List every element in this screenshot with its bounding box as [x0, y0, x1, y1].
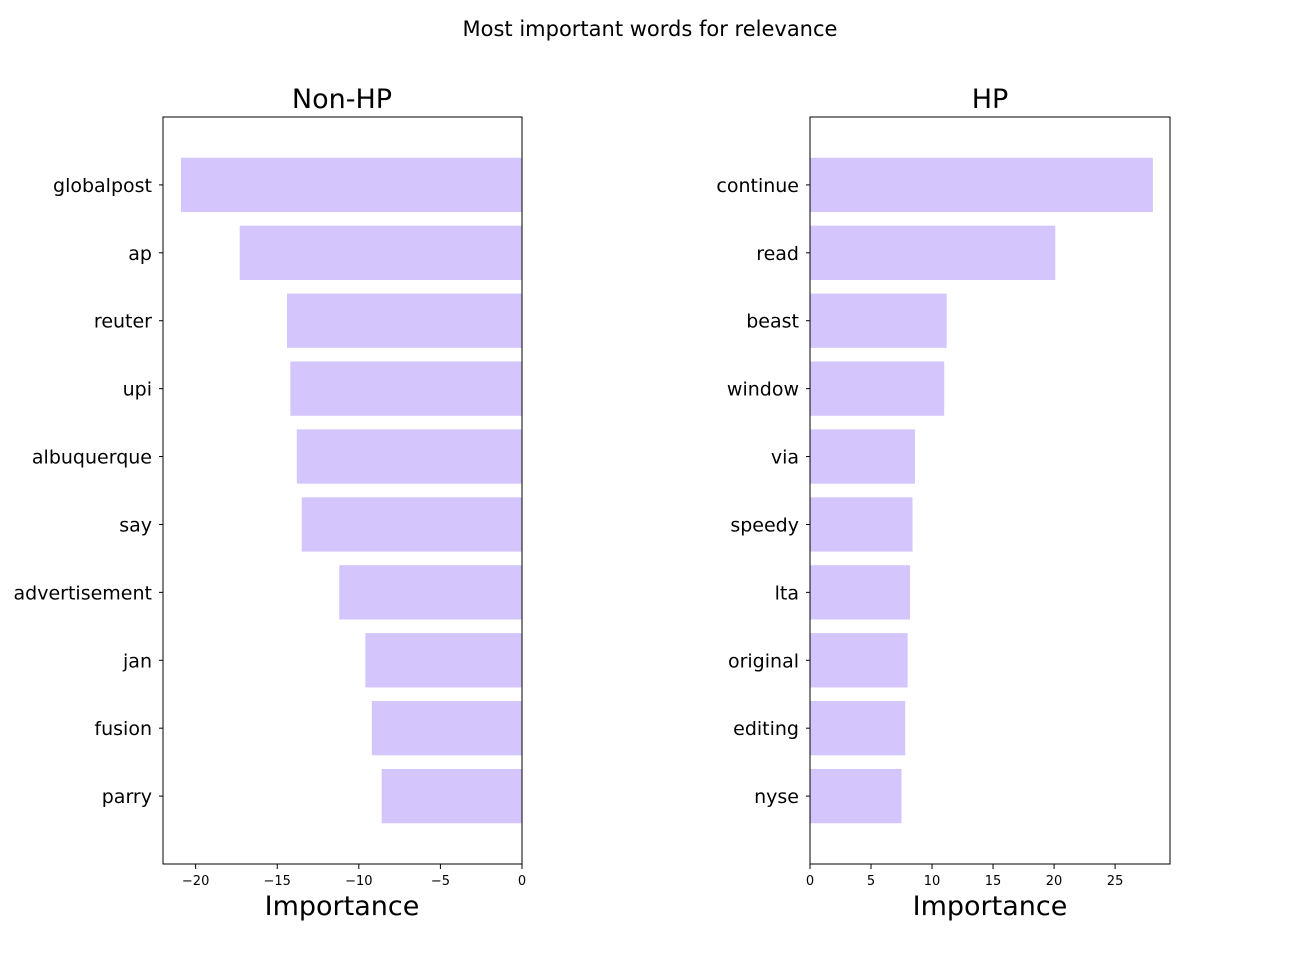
- x-axis-label: Importance: [265, 891, 420, 922]
- category-label: beast: [746, 311, 799, 333]
- category-label: albuquerque: [32, 447, 152, 469]
- bar-nyse: [810, 768, 902, 824]
- bar-editing: [810, 701, 906, 756]
- category-label: upi: [123, 379, 152, 401]
- category-label: say: [119, 514, 152, 536]
- bar-lta: [810, 565, 911, 620]
- x-tick-label: 10: [924, 874, 941, 889]
- bar-globalpost: [180, 157, 522, 213]
- category-label: speedy: [730, 514, 799, 536]
- x-tick-label: −20: [182, 874, 209, 889]
- x-tick-label: −5: [431, 874, 450, 889]
- category-label: advertisement: [14, 582, 152, 604]
- x-tick-label: 25: [1107, 874, 1124, 889]
- category-label: nyse: [754, 786, 799, 808]
- bar-albuquerque: [296, 429, 522, 484]
- bar-continue: [810, 157, 1153, 213]
- bar-original: [810, 633, 908, 688]
- category-label: reuter: [94, 311, 152, 333]
- panel-title: Non-HP: [292, 84, 392, 115]
- x-tick-label: −10: [345, 874, 372, 889]
- category-label: lta: [775, 582, 799, 604]
- axes-frame: [809, 116, 1171, 865]
- bar-parry: [381, 768, 522, 824]
- bar-ap: [239, 225, 523, 280]
- bar-read: [810, 225, 1056, 280]
- bar-advertisement: [339, 565, 522, 620]
- figure-title: Most important words for relevance: [463, 17, 838, 41]
- category-label: jan: [122, 650, 152, 672]
- axes-frame: [162, 116, 523, 865]
- bar-via: [810, 429, 915, 484]
- bar-speedy: [810, 497, 913, 552]
- category-label: parry: [102, 786, 152, 808]
- bar-window: [810, 361, 945, 416]
- x-axis-label: Importance: [913, 891, 1068, 922]
- bar-fusion: [371, 701, 522, 756]
- bar-beast: [810, 293, 947, 348]
- x-tick-label: 15: [985, 874, 1002, 889]
- category-label: window: [727, 379, 799, 401]
- category-label: globalpost: [53, 175, 152, 197]
- x-tick-label: −15: [264, 874, 291, 889]
- bar-jan: [365, 633, 522, 688]
- bar-upi: [290, 361, 522, 416]
- category-label: original: [728, 650, 799, 672]
- category-label: read: [756, 243, 799, 265]
- bar-reuter: [287, 293, 522, 348]
- panel-hp: HP Importance continue read beast window via…: [716, 84, 1171, 922]
- x-tick-label: 20: [1046, 874, 1063, 889]
- category-label: via: [771, 447, 799, 469]
- category-label: continue: [716, 175, 799, 197]
- category-label: editing: [733, 718, 799, 740]
- panel-title: HP: [972, 84, 1009, 115]
- x-tick-label: 0: [806, 874, 814, 889]
- category-label: fusion: [94, 718, 152, 740]
- panel-non-hp: Non-HP Importance globalpost ap reuter upi a…: [14, 84, 527, 922]
- x-tick-label: 0: [518, 874, 526, 889]
- x-tick-label: 5: [867, 874, 875, 889]
- category-label: ap: [128, 243, 152, 265]
- bar-say: [301, 497, 522, 552]
